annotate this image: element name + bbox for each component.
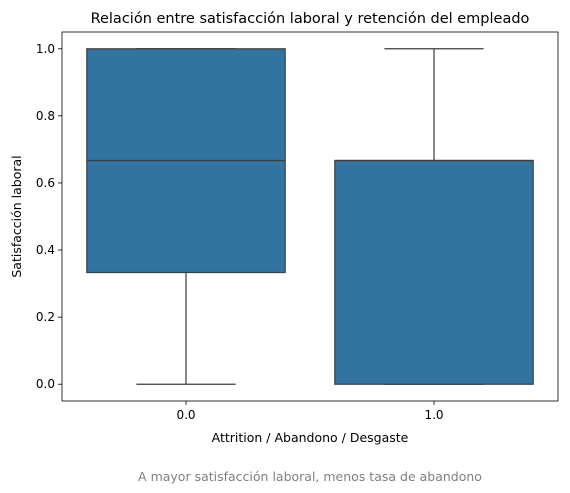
x-axis: 0.0 1.0 (176, 401, 444, 422)
y-tick-label: 0.2 (36, 310, 55, 324)
box-0.0 (86, 48, 286, 385)
chart-caption: A mayor satisfacción laboral, menos tasa… (138, 469, 482, 484)
y-tick-label: 1.0 (36, 42, 55, 56)
x-tick-label: 1.0 (424, 408, 443, 422)
y-tick-label: 0.8 (36, 109, 55, 123)
box-1.0 (334, 48, 534, 385)
x-tick-label: 0.0 (176, 408, 195, 422)
y-tick-label: 0.6 (36, 176, 55, 190)
box-group (86, 48, 534, 385)
plot-area: 0.0 0.2 0.4 0.6 0.8 1.0 0.0 1.0 (36, 31, 559, 422)
chart-title: Relación entre satisfacción laboral y re… (91, 11, 530, 27)
y-axis: 0.0 0.2 0.4 0.6 0.8 1.0 (36, 42, 62, 391)
plot-frame (61, 31, 559, 402)
box-body (334, 159, 534, 385)
x-axis-label: Attrition / Abandono / Desgaste (212, 430, 409, 445)
y-tick-label: 0.0 (36, 377, 55, 391)
y-axis-label: Satisfacción laboral (9, 155, 24, 277)
y-tick-label: 0.4 (36, 243, 55, 257)
